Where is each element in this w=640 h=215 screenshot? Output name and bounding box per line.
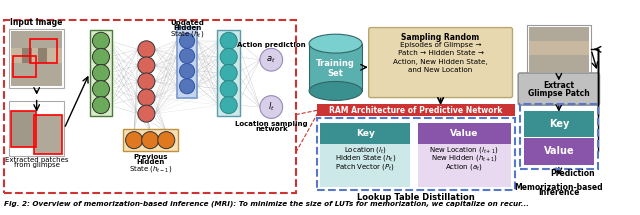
Text: and New Location: and New Location xyxy=(408,67,473,73)
Bar xyxy=(418,144,511,187)
Circle shape xyxy=(220,81,237,98)
Text: Location $(l_t)$: Location $(l_t)$ xyxy=(344,145,387,155)
Bar xyxy=(11,111,36,147)
Circle shape xyxy=(125,132,143,149)
Circle shape xyxy=(92,32,109,49)
Bar xyxy=(524,138,594,165)
Text: Key: Key xyxy=(548,119,569,129)
Text: Sampling Random: Sampling Random xyxy=(401,33,480,42)
Circle shape xyxy=(138,57,155,74)
Circle shape xyxy=(220,32,237,49)
Circle shape xyxy=(92,48,109,65)
Circle shape xyxy=(138,105,155,122)
Text: Action $(a_t)$: Action $(a_t)$ xyxy=(445,162,483,172)
Bar xyxy=(38,48,47,63)
Bar xyxy=(4,20,296,193)
Text: Hidden: Hidden xyxy=(173,25,201,31)
Bar xyxy=(30,39,56,63)
Circle shape xyxy=(138,89,155,106)
Bar xyxy=(34,115,62,154)
Text: Input Image: Input Image xyxy=(10,18,63,27)
Bar xyxy=(11,31,62,86)
Bar xyxy=(218,30,240,115)
Text: Value: Value xyxy=(543,146,574,157)
Circle shape xyxy=(92,97,109,114)
Bar xyxy=(11,48,62,63)
Text: Prediction: Prediction xyxy=(551,169,595,178)
Text: Updated: Updated xyxy=(170,20,204,26)
Bar xyxy=(321,144,410,187)
FancyBboxPatch shape xyxy=(369,28,513,98)
Circle shape xyxy=(157,132,175,149)
Text: Extract: Extract xyxy=(543,81,574,90)
Ellipse shape xyxy=(309,81,362,100)
Text: Patch Vector $(P_t)$: Patch Vector $(P_t)$ xyxy=(335,162,396,172)
Bar xyxy=(177,27,198,98)
Bar xyxy=(520,104,598,169)
Bar xyxy=(9,101,64,156)
Text: Hidden: Hidden xyxy=(136,159,164,165)
Text: Previous: Previous xyxy=(133,154,168,160)
Text: $a_t$: $a_t$ xyxy=(266,54,276,65)
Circle shape xyxy=(220,97,237,114)
Text: Training: Training xyxy=(316,59,355,68)
Bar xyxy=(309,44,362,91)
Circle shape xyxy=(220,48,237,65)
Ellipse shape xyxy=(309,34,362,53)
Circle shape xyxy=(179,33,195,48)
Bar xyxy=(13,56,36,77)
Circle shape xyxy=(138,41,155,58)
Circle shape xyxy=(260,96,283,118)
Text: Set: Set xyxy=(328,69,344,78)
Text: Hidden State $(h_t)$: Hidden State $(h_t)$ xyxy=(335,153,396,163)
Text: Action prediction: Action prediction xyxy=(237,42,305,48)
Circle shape xyxy=(179,79,195,94)
Text: Patch → Hidden State →: Patch → Hidden State → xyxy=(397,50,484,56)
Text: Action, New Hidden State,: Action, New Hidden State, xyxy=(393,59,488,65)
Circle shape xyxy=(179,48,195,63)
Text: Episodes of Glimpse →: Episodes of Glimpse → xyxy=(400,42,481,48)
Circle shape xyxy=(138,73,155,90)
Circle shape xyxy=(141,132,159,149)
Bar xyxy=(524,111,594,137)
Text: State $(h_{t-1})$: State $(h_{t-1})$ xyxy=(129,164,172,174)
Circle shape xyxy=(92,64,109,81)
Text: RAM Architecture of Predictive Network: RAM Architecture of Predictive Network xyxy=(330,106,502,115)
Bar xyxy=(529,27,589,72)
FancyBboxPatch shape xyxy=(518,73,600,105)
Bar xyxy=(22,48,32,63)
Text: State $(h_t)$: State $(h_t)$ xyxy=(170,29,204,40)
Circle shape xyxy=(220,64,237,81)
Bar xyxy=(34,115,62,154)
Bar xyxy=(317,104,515,117)
Text: New Hidden $(h_{t+1})$: New Hidden $(h_{t+1})$ xyxy=(431,153,498,163)
Bar xyxy=(527,25,591,74)
Text: Memorization-based: Memorization-based xyxy=(515,183,603,192)
Text: Key: Key xyxy=(356,129,375,138)
Text: $l_t$: $l_t$ xyxy=(268,101,275,113)
Text: New Location $(l_{t+1})$: New Location $(l_{t+1})$ xyxy=(429,145,499,155)
Text: Glimpse Patch: Glimpse Patch xyxy=(528,89,589,98)
Text: network: network xyxy=(255,126,287,132)
Text: from glimpse: from glimpse xyxy=(13,162,60,168)
Circle shape xyxy=(92,81,109,98)
Text: Fig. 2: Overview of memorization-based inference (MRI): To minimize the size of : Fig. 2: Overview of memorization-based i… xyxy=(4,201,529,207)
Bar xyxy=(321,123,410,144)
Circle shape xyxy=(260,48,283,71)
Circle shape xyxy=(179,63,195,79)
Bar xyxy=(123,129,178,152)
Text: Value: Value xyxy=(450,129,479,138)
Text: Lookup Table Distillation: Lookup Table Distillation xyxy=(357,193,475,202)
Bar xyxy=(9,29,64,88)
Bar xyxy=(418,123,511,144)
Text: Location sampling: Location sampling xyxy=(235,121,308,127)
Bar xyxy=(529,41,589,55)
Bar xyxy=(90,30,113,115)
Text: Inference: Inference xyxy=(538,188,580,197)
Bar xyxy=(317,118,515,190)
Text: Extracted patches: Extracted patches xyxy=(5,157,68,163)
Bar xyxy=(11,111,36,147)
